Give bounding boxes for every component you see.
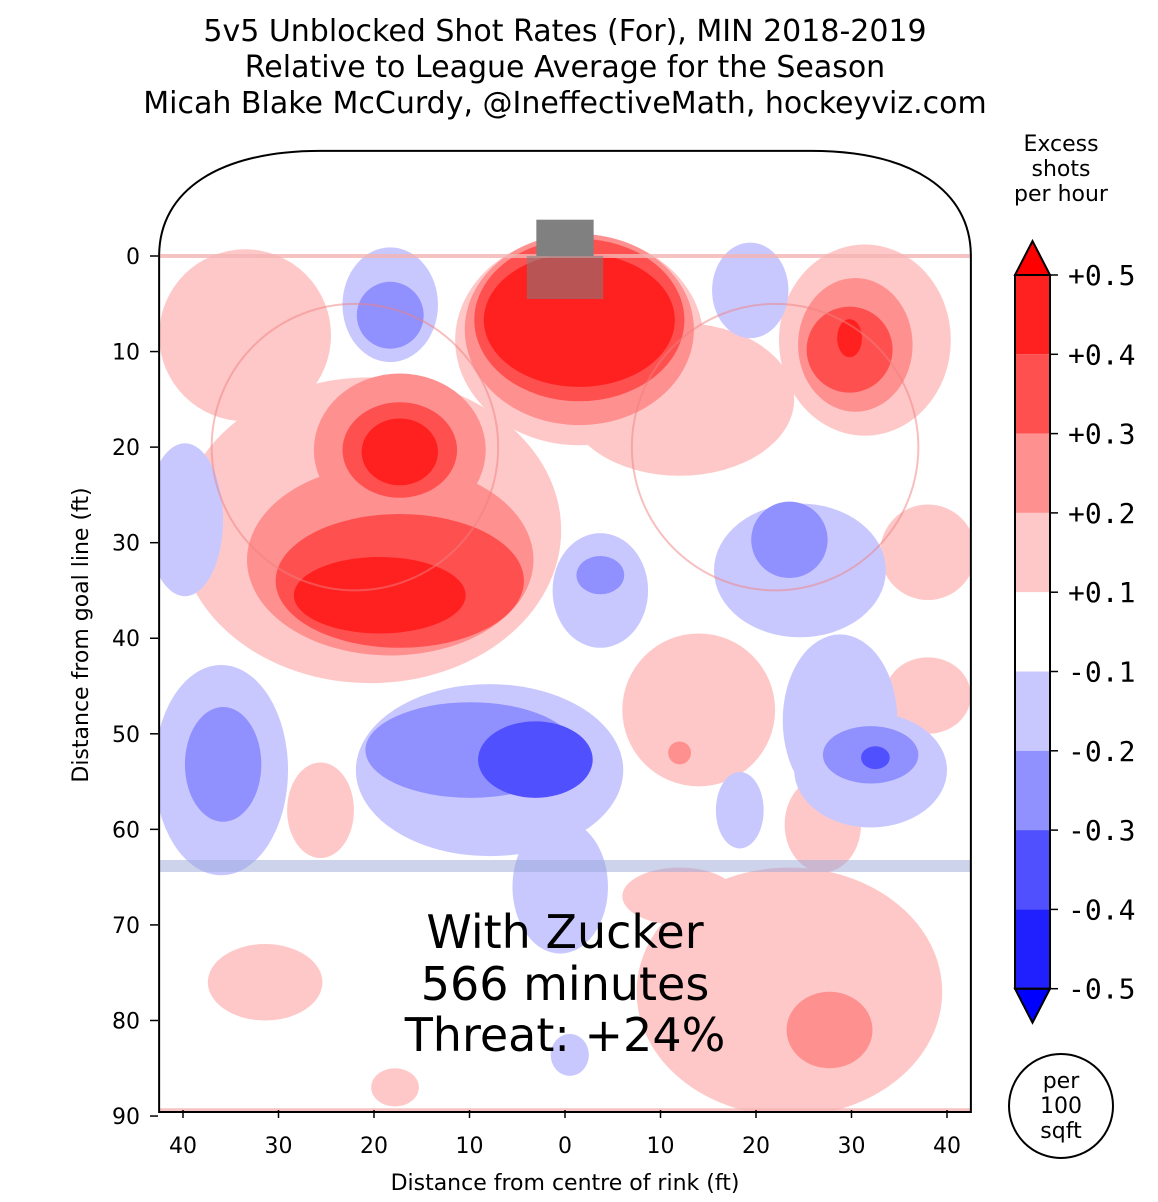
colorbar-segment — [1015, 750, 1050, 831]
x-tick-label: 20 — [742, 1134, 770, 1159]
colorbar-tick-label: -0.3 — [1068, 814, 1135, 847]
faceoff-circle — [630, 302, 920, 592]
y-tick-label: 10 — [112, 341, 140, 366]
contour-region — [207, 944, 323, 1021]
y-tick-label: 20 — [112, 436, 140, 461]
y-tick-label: 60 — [112, 818, 140, 843]
y-axis-label: Distance from goal line (ft) — [69, 487, 94, 782]
annotation-threat: Threat: +24% — [404, 1008, 726, 1062]
x-tick-label: 40 — [169, 1134, 197, 1159]
colorbar-over-arrow — [1013, 238, 1052, 276]
colorbar-segment — [1015, 354, 1050, 434]
contour-region — [287, 762, 354, 859]
x-tick-label: 30 — [838, 1134, 866, 1159]
faceoff-circle — [210, 302, 500, 592]
contour-region — [576, 556, 625, 595]
colorbar-segment — [1015, 671, 1050, 751]
chart-title-line-2: Relative to League Average for the Seaso… — [244, 50, 886, 85]
contour-region — [478, 721, 593, 798]
contour-region — [184, 707, 262, 822]
contour-region — [715, 772, 764, 849]
x-tick-label: 10 — [647, 1134, 675, 1159]
contour-region — [786, 991, 873, 1069]
colorbar-label-line-3: per hour — [1014, 182, 1109, 207]
contour-region — [668, 741, 692, 765]
colorbar-tick-label: +0.4 — [1068, 338, 1135, 371]
contour-regions — [159, 150, 971, 1113]
colorbar-segment — [1015, 512, 1050, 593]
colorbar-segment — [1015, 275, 1050, 355]
colorbar-segment — [1015, 830, 1050, 910]
goal-net — [536, 219, 594, 256]
unit-badge: per 100 sqft — [1008, 1053, 1114, 1159]
chart-title-line-3: Micah Blake McCurdy, @IneffectiveMath, h… — [143, 86, 987, 121]
contour-region — [884, 657, 971, 734]
unit-line-2: 100 — [1040, 1094, 1082, 1119]
unit-line-1: per — [1043, 1069, 1081, 1094]
contour-region — [356, 281, 424, 349]
colorbar-tick-label: -0.5 — [1068, 973, 1135, 1006]
colorbar-tick-label: -0.2 — [1068, 735, 1135, 768]
annotation-minutes: 566 minutes — [421, 957, 710, 1011]
colorbar-tick-label: -0.4 — [1068, 893, 1135, 926]
colorbar-segment — [1015, 909, 1050, 989]
contour-region — [622, 633, 776, 787]
contour-region — [622, 867, 737, 925]
colorbar-label-line-1: Excess — [1023, 132, 1098, 157]
y-tick-label: 0 — [126, 245, 140, 270]
y-tick-label: 70 — [112, 914, 140, 939]
y-tick-label: 80 — [112, 1009, 140, 1034]
colorbar: Excess shots per hour +0.5 +0.4 +0.3 +0.2 +0… — [1013, 132, 1135, 1025]
y-tick-label: 30 — [112, 532, 140, 557]
colorbar-under-arrow — [1013, 987, 1052, 1025]
contour-region — [550, 1033, 589, 1076]
contour-region — [512, 819, 608, 954]
y-tick-label: 50 — [112, 723, 140, 748]
x-tick-label: 10 — [456, 1134, 484, 1159]
contour-region — [293, 557, 466, 634]
contour-region — [361, 418, 438, 486]
annotation-player: With Zucker — [426, 905, 703, 959]
colorbar-label-line-2: shots — [1032, 157, 1091, 182]
x-tick-label: 40 — [933, 1134, 961, 1159]
colorbar-tick-label: -0.1 — [1068, 656, 1135, 689]
y-tick-label: 90 — [112, 1105, 140, 1130]
colorbar-frame — [1014, 274, 1051, 990]
contour-region — [371, 1068, 419, 1107]
colorbar-tick-label: +0.3 — [1068, 418, 1135, 451]
x-tick-label: 0 — [558, 1134, 572, 1159]
colorbar-tick-label: +0.5 — [1068, 259, 1135, 292]
contour-region — [712, 242, 789, 339]
x-axis-label: Distance from centre of rink (ft) — [391, 1171, 740, 1196]
chart-title-line-1: 5v5 Unblocked Shot Rates (For), MIN 2018… — [203, 14, 927, 49]
x-tick-label: 20 — [360, 1134, 388, 1159]
contour-region — [861, 746, 890, 770]
goal-crease — [526, 256, 604, 300]
contour-region — [751, 501, 828, 579]
contour-region — [636, 867, 943, 1113]
contour-region — [880, 504, 971, 601]
axes: 40 30 20 10 0 10 20 30 40 0 10 20 30 40 50 60 70 80 90 — [112, 245, 961, 1159]
colorbar-tick-label: +0.1 — [1068, 576, 1135, 609]
x-tick-label: 30 — [265, 1134, 293, 1159]
colorbar-segment — [1015, 433, 1050, 513]
unit-circle — [1008, 1053, 1114, 1159]
rink-boards — [158, 149, 972, 1114]
contour-region — [159, 443, 224, 597]
colorbar-tick-label: +0.2 — [1068, 497, 1135, 530]
unit-line-3: sqft — [1040, 1119, 1082, 1144]
colorbar-segment — [1015, 592, 1050, 672]
contour-region — [159, 249, 332, 422]
y-tick-label: 40 — [112, 627, 140, 652]
annotation: With Zucker 566 minutes Threat: +24% — [404, 905, 726, 1062]
